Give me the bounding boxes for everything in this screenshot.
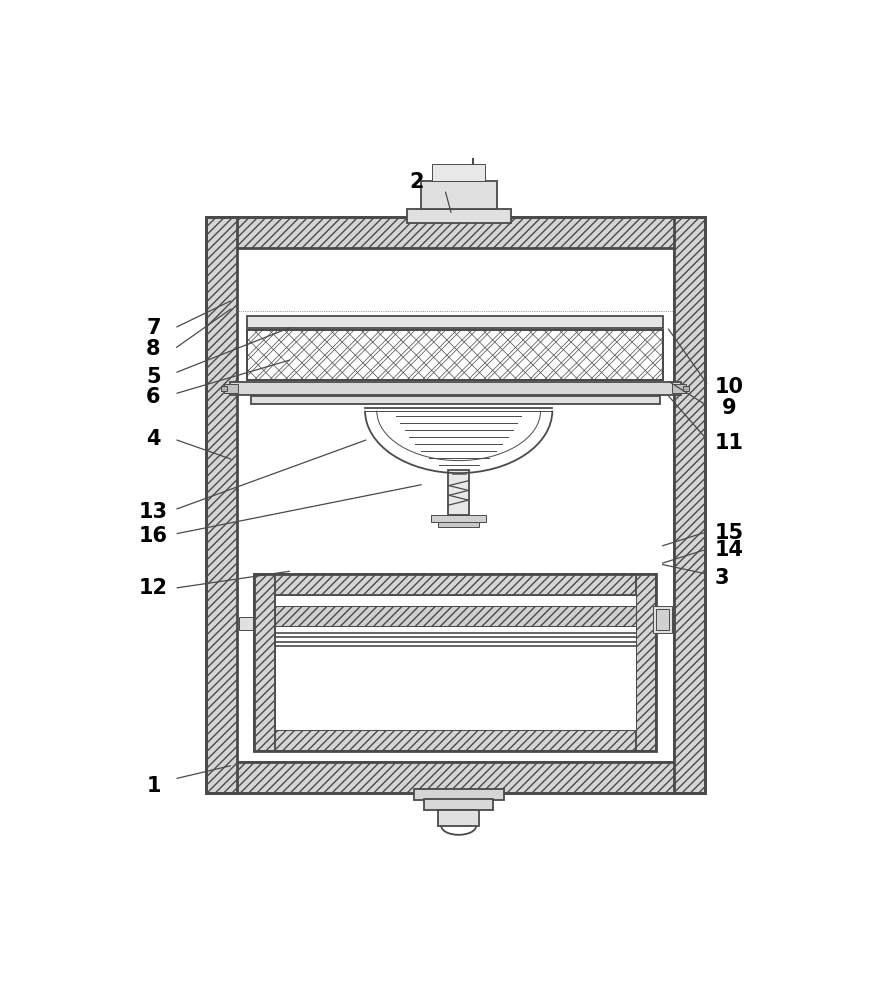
Text: 6: 6 <box>146 387 161 407</box>
Bar <box>247 330 662 380</box>
Bar <box>230 382 680 395</box>
Text: 5: 5 <box>146 367 161 387</box>
Bar <box>254 574 274 751</box>
Text: 10: 10 <box>714 377 743 397</box>
Bar <box>406 209 510 223</box>
Bar <box>206 217 236 793</box>
Bar <box>239 617 252 630</box>
Bar <box>420 181 496 209</box>
Text: 8: 8 <box>146 339 161 359</box>
Bar <box>247 330 662 380</box>
Text: 4: 4 <box>146 429 161 449</box>
Text: 2: 2 <box>409 172 424 192</box>
Bar <box>224 384 238 393</box>
Bar <box>274 606 635 626</box>
Bar <box>206 217 704 248</box>
Bar <box>437 810 479 826</box>
Bar <box>652 606 671 633</box>
Bar <box>431 515 486 522</box>
Bar <box>673 217 704 793</box>
Bar <box>448 470 468 515</box>
Bar <box>671 384 686 393</box>
Bar <box>254 574 655 751</box>
Bar <box>437 522 479 527</box>
Bar <box>254 730 655 751</box>
Text: 13: 13 <box>139 502 168 522</box>
Text: 14: 14 <box>714 540 743 560</box>
Bar <box>221 386 227 391</box>
Bar <box>206 762 704 793</box>
Bar <box>683 386 688 391</box>
Bar <box>254 574 655 595</box>
Text: 11: 11 <box>714 433 743 453</box>
Bar <box>635 574 655 751</box>
Bar <box>247 316 662 328</box>
Bar <box>250 396 659 404</box>
Bar <box>274 595 635 730</box>
Text: 15: 15 <box>713 523 743 543</box>
Bar <box>236 248 673 762</box>
Bar <box>655 609 668 630</box>
Text: 7: 7 <box>146 318 161 338</box>
Bar <box>274 606 635 626</box>
Bar <box>432 164 485 181</box>
Bar <box>206 217 704 793</box>
Bar <box>424 799 493 810</box>
Text: 1: 1 <box>146 776 161 796</box>
Text: 16: 16 <box>139 526 168 546</box>
Bar <box>413 789 503 800</box>
Text: 12: 12 <box>139 578 168 598</box>
Text: 3: 3 <box>714 568 729 588</box>
Text: 9: 9 <box>721 398 736 418</box>
